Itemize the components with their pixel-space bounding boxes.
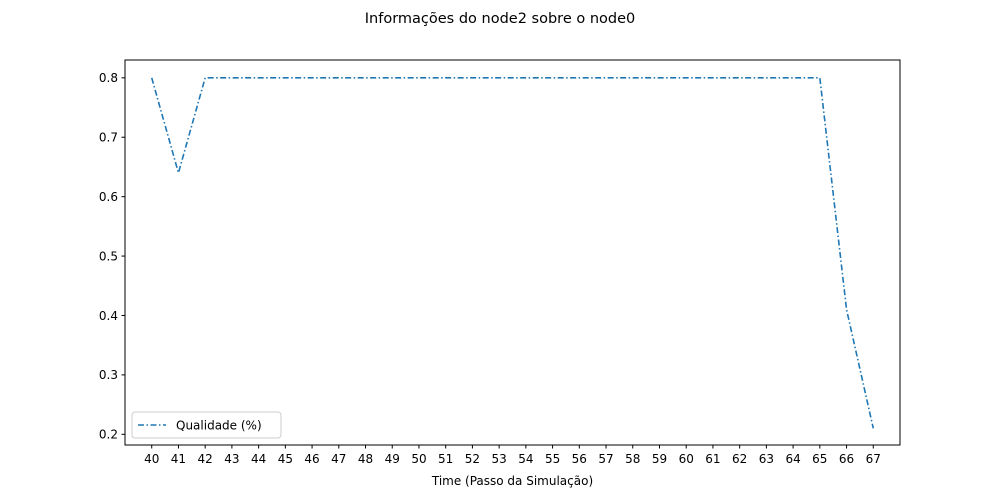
y-tick-label: 0.5 [99,249,118,263]
x-tick-label: 66 [839,452,854,466]
plot-area [124,59,901,446]
series-line [150,77,875,429]
y-tick-label: 0.2 [99,428,118,442]
x-axis: 40 41 42 43 44 45 46 47 48 49 50 51 52 53 54 55 56 57 58 59… [144,445,881,466]
x-tick-label: 45 [278,452,293,466]
x-tick-label: 53 [491,452,506,466]
y-tick-label: 0.3 [99,368,118,382]
legend-box [131,411,282,439]
x-tick-label: 55 [545,452,560,466]
series-layer [150,77,875,429]
y-tick-label: 0.4 [99,309,118,323]
x-tick-label: 60 [679,452,694,466]
x-tick-label: 47 [331,452,346,466]
x-tick-label: 52 [465,452,480,466]
x-tick-label: 64 [785,452,800,466]
x-tick-label: 61 [705,452,720,466]
x-tick-label: 62 [732,452,747,466]
x-tick-label: 67 [866,452,881,466]
x-tick-label: 56 [572,452,587,466]
x-tick-label: 54 [518,452,533,466]
x-axis-label: Time (Passo da Simulação) [431,474,593,488]
x-tick-label: 44 [251,452,266,466]
x-tick-label: 57 [598,452,613,466]
x-tick-label: 65 [812,452,827,466]
y-tick-label: 0.7 [99,131,118,145]
x-tick-label: 42 [198,452,213,466]
x-tick-label: 59 [652,452,667,466]
legend-label: Qualidade (%) [176,419,262,433]
chart-title: Informações do node2 sobre o node0 [365,11,636,27]
x-tick-label: 46 [304,452,319,466]
x-tick-label: 41 [171,452,186,466]
x-tick-label: 50 [411,452,426,466]
x-tick-label: 40 [144,452,159,466]
x-tick-label: 63 [759,452,774,466]
x-tick-label: 51 [438,452,453,466]
y-axis: 0.2 0.3 0.4 0.5 0.6 0.7 0.8 [99,71,125,442]
x-tick-label: 48 [358,452,373,466]
legend: Qualidade (%) [131,411,282,439]
x-tick-label: 43 [224,452,239,466]
y-tick-label: 0.6 [99,190,118,204]
x-tick-label: 49 [385,452,400,466]
y-tick-label: 0.8 [99,71,118,85]
x-tick-label: 58 [625,452,640,466]
